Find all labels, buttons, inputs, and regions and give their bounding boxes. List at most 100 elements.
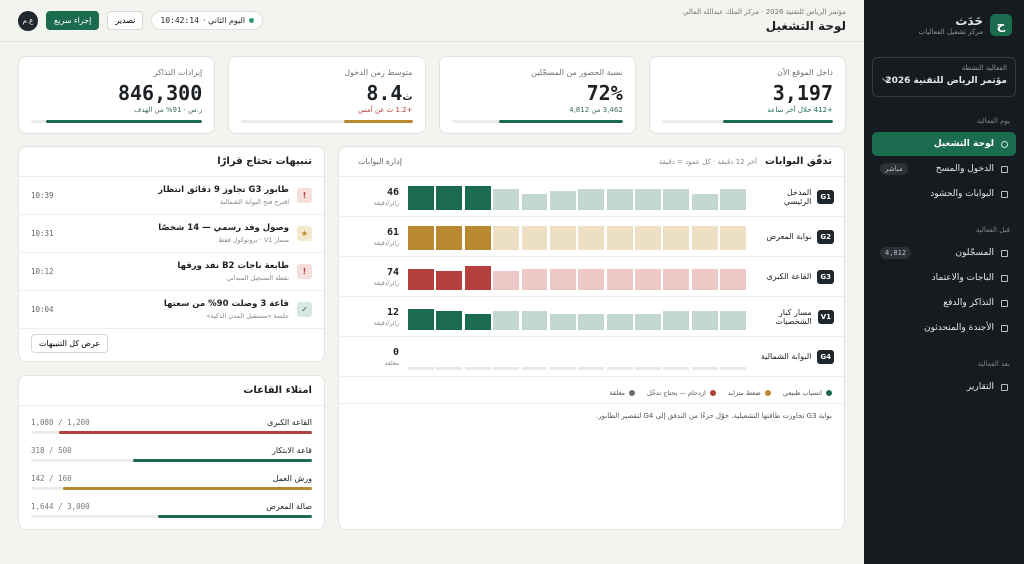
hall-occupancy: 500 / 318 [31, 446, 72, 455]
kpi-number: 72% [586, 81, 623, 105]
flow-bar [578, 188, 605, 210]
flow-bar [436, 311, 463, 330]
hall-track [31, 487, 312, 490]
alert-row[interactable]: ✓ قاعة 3 وصلت 90% من سعتها جلسة «مستقبل ال… [19, 291, 324, 329]
hall-name: صالة المعرض [266, 502, 312, 511]
quick-action-button[interactable]: إجراء سريع [46, 11, 100, 30]
bar-track [549, 366, 576, 370]
flow-bar [578, 313, 605, 330]
bar-cell [578, 184, 605, 210]
bar-cell [635, 184, 661, 210]
legend-label: ازدحام — يحتاج تدخّل [646, 389, 706, 397]
event-name: مؤتمر الرياض للتقنية 2026 [885, 76, 1007, 86]
export-button[interactable]: تصدير [107, 11, 144, 30]
hall-labels: صالة المعرض 3,000 / 1,644 [31, 502, 312, 511]
hall-fill [59, 431, 312, 434]
hall-occupancy: 1,200 / 1,080 [31, 418, 90, 427]
alert-icon: ! [297, 264, 312, 279]
gate-code: G2 [817, 229, 834, 244]
bar-cell [720, 184, 746, 210]
nav-item[interactable]: التذاكر والدفع [872, 291, 1016, 315]
avatar[interactable]: ع.م [18, 10, 38, 31]
flow-bar [720, 226, 746, 250]
bar-cell [720, 344, 746, 370]
flow-bar [436, 226, 463, 250]
event-label: الفعالية النشطة [961, 64, 1007, 72]
flow-bar [635, 313, 661, 330]
kpi-number: 846,300 [117, 81, 203, 105]
flow-bar [521, 193, 548, 210]
gate-name: G1 المدخل الرئيسي [758, 188, 834, 206]
bar-track [720, 366, 746, 370]
alert-icon: ! [297, 188, 312, 203]
legend-item: انسياب طبيعي [783, 389, 832, 397]
bar-cell [691, 224, 718, 250]
panel-header: تدفّق البوابات آخر 12 دقيقة · كل عمود = د… [339, 147, 844, 177]
gate-rate: 74 زائر/دقيقة [349, 267, 399, 287]
gate-bars [408, 264, 746, 290]
bar-cell [464, 264, 491, 290]
gate-row: G1 المدخل الرئيسي 46 زائر/دقيقة [339, 177, 844, 217]
bar-cell [521, 184, 548, 210]
bar-cell [436, 304, 463, 330]
bar-cell [663, 264, 690, 290]
nav-item[interactable]: الدخول والمسح مباشر [872, 157, 1016, 181]
bar-cell [436, 224, 463, 250]
gate-rate: 0 مغلقة [349, 347, 399, 367]
bar-cell [521, 304, 548, 330]
bar-cell [464, 224, 491, 250]
manage-gates-button[interactable]: إدارة البوابات [351, 153, 409, 170]
alert-row[interactable]: ! طابور G3 تجاوز 9 دقائق انتظار اقترح فتح … [19, 177, 324, 215]
brand-name: حَدَث [955, 14, 983, 28]
hall-name: ورش العمل [272, 474, 312, 483]
bar-cell [464, 184, 491, 210]
legend-dot [826, 390, 832, 396]
flow-bar [549, 268, 576, 290]
kpi-progress [499, 120, 623, 123]
nav-item[interactable]: الأجندة والمتحدثون [872, 316, 1016, 340]
hall-fill [158, 515, 312, 518]
all-alerts-button[interactable]: عرض كل التنبيهات [31, 334, 109, 353]
bar-cell [493, 304, 519, 330]
legend-dot [628, 390, 635, 396]
bar-track [408, 366, 434, 370]
hall-track [31, 459, 312, 462]
nav-item[interactable]: الباجات والاعتماد [872, 266, 1016, 290]
flow-bar [691, 226, 718, 250]
rate-unit: مغلقة [384, 359, 399, 367]
bar-cell [635, 224, 661, 250]
gate-note: بوابة G3 تجاوزت طاقتها التشغيلية. حوّل ج… [596, 412, 832, 420]
header: مؤتمر الرياض للتقنية 2026 · مركز الملك ع… [0, 0, 864, 42]
bar-cell [578, 304, 605, 330]
gate-label: المدخل الرئيسي [783, 187, 812, 206]
nav-item[interactable]: التقارير [872, 375, 1016, 399]
alert-sub: جلسة «مستقبل المدن الذكية» [206, 312, 290, 320]
bar-cell [606, 184, 633, 210]
alert-row[interactable]: ! طابعة باجات B2 نفد ورقها نقطة التسجيل ال… [19, 253, 324, 291]
gate-rate: 12 زائر/دقيقة [349, 307, 399, 327]
gate-code: G1 [817, 189, 834, 204]
nav-item[interactable]: البوابات والحشود [872, 182, 1016, 206]
bar-cell [493, 184, 519, 210]
header-title: مؤتمر الرياض للتقنية 2026 · مركز الملك ع… [683, 8, 846, 33]
kpi-track [31, 120, 203, 123]
sidebar: ح حَدَث مركز تشغيل الفعاليات الفعالية النشط… [864, 0, 1024, 564]
nav-item[interactable]: لوحة التشغيل [872, 132, 1016, 156]
flow-bar [549, 191, 576, 210]
alert-row[interactable]: ★ وصول وفد رسمي — 14 شخصًا مسار V1 · بروتو… [19, 215, 324, 253]
gate-code: G3 [817, 269, 834, 284]
kpi-progress [723, 120, 833, 123]
alert-text: وصول وفد رسمي — 14 شخصًا مسار V1 · بروتوك… [158, 223, 289, 244]
bar-cell [578, 344, 605, 370]
bar-cell [663, 304, 690, 330]
gate-bars [408, 224, 746, 250]
nav-item[interactable]: المسجّلون 4,812 [872, 241, 1016, 265]
legend-label: مغلقة [609, 389, 625, 397]
rate-unit: زائر/دقيقة [373, 239, 399, 247]
nav-icon [1001, 249, 1008, 257]
nav-icon [1001, 274, 1008, 282]
event-select[interactable]: الفعالية النشطة مؤتمر الرياض للتقنية 2026 [872, 57, 1016, 97]
bar-cell [549, 224, 576, 250]
kpi-note: +1.2 ث عن أمس [358, 106, 413, 114]
